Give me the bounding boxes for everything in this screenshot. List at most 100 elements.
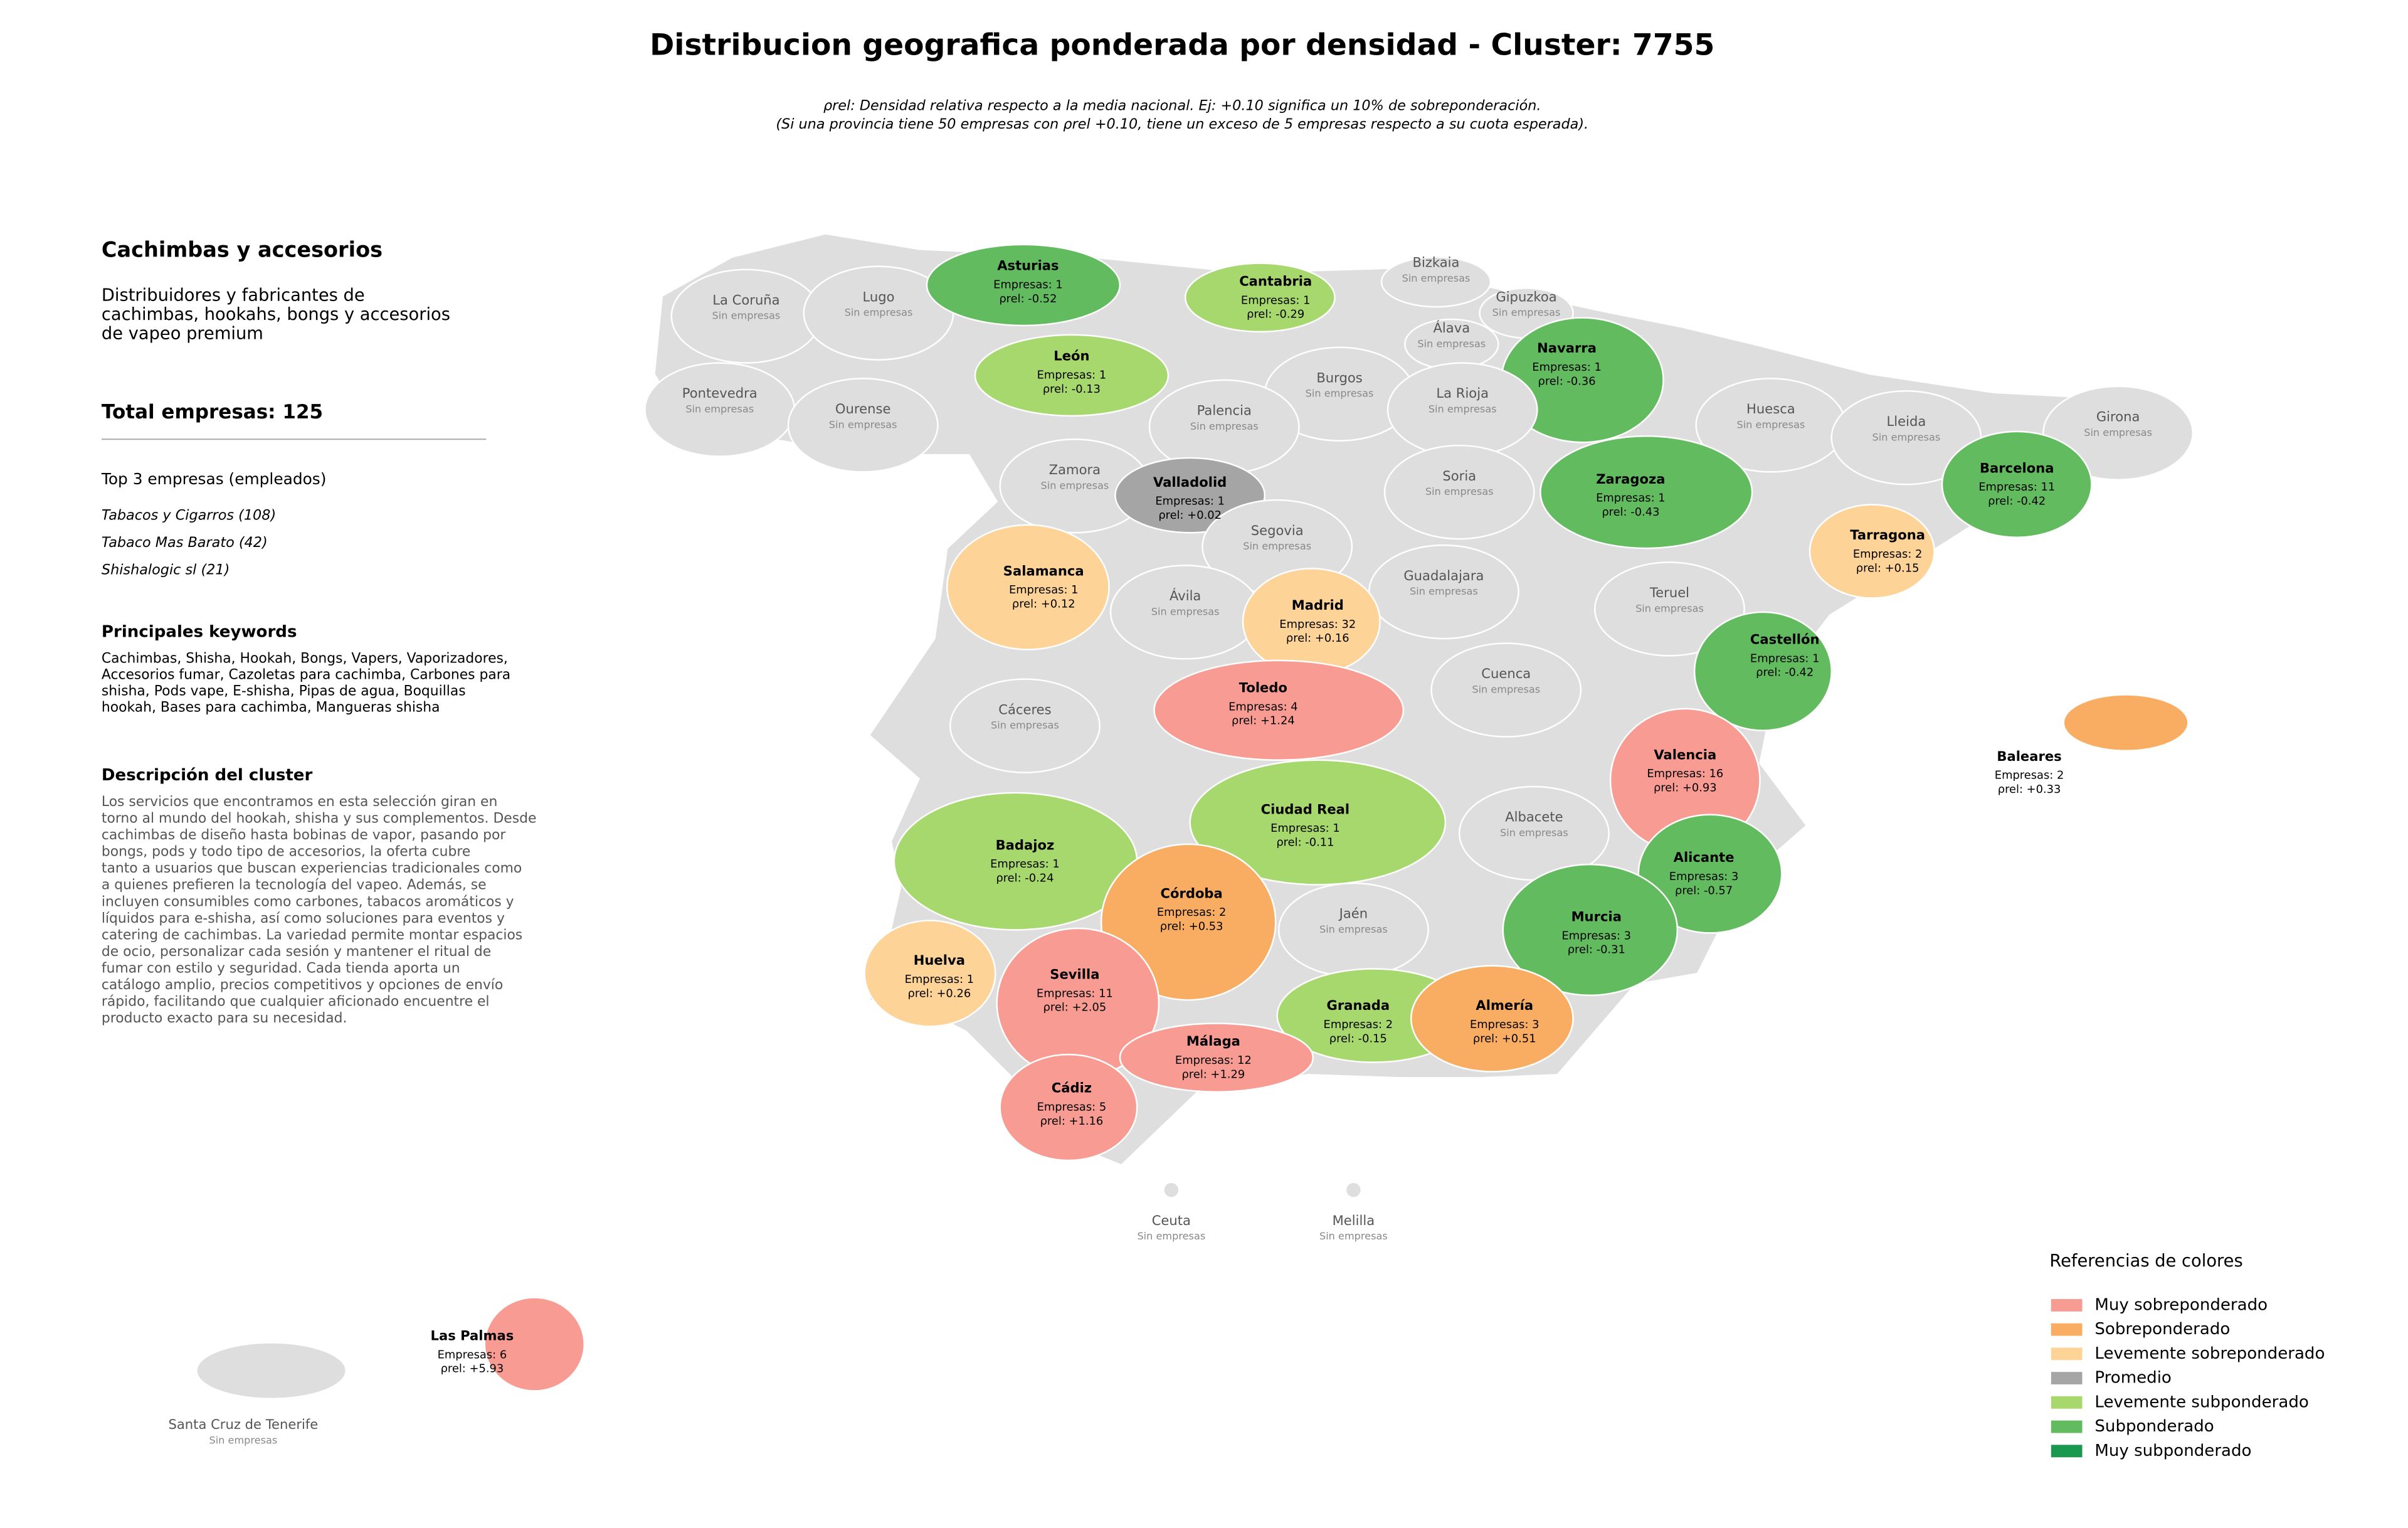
- subtitle: (Si una provincia tiene 50 empresas con …: [776, 116, 1588, 132]
- province-name: Teruel: [1649, 585, 1689, 600]
- province-shape: [1637, 814, 1783, 934]
- province-name: Almería: [1476, 997, 1533, 1013]
- province-name: Cádiz: [1052, 1080, 1092, 1096]
- province-name: La Rioja: [1436, 385, 1489, 401]
- province-name: Murcia: [1571, 909, 1622, 925]
- province-shape: [483, 1297, 585, 1392]
- province-density: ρrel: -0.29: [1247, 308, 1304, 321]
- province-name: Ceuta: [1152, 1212, 1191, 1228]
- province-count: Empresas: 1: [1009, 583, 1079, 597]
- province-name: Cáceres: [998, 701, 1051, 717]
- province-density: ρrel: -0.24: [996, 872, 1054, 885]
- province-count: Empresas: 2: [1157, 906, 1227, 919]
- province-status: Sin empresas: [829, 418, 897, 430]
- legend-swatch: [2051, 1420, 2083, 1433]
- province-shape: [1502, 863, 1679, 996]
- province-shape: [1184, 262, 1336, 333]
- province-name: Huelva: [914, 952, 965, 968]
- province-count: Empresas: 1: [1241, 294, 1311, 307]
- province-status: Sin empresas: [991, 719, 1059, 731]
- province-name: Badajoz: [996, 837, 1055, 852]
- cluster-description: incluyen consumibles como carbones, taba…: [102, 894, 514, 910]
- province-count: Empresas: 1: [1532, 361, 1602, 374]
- province-density: ρrel: +0.02: [1158, 509, 1222, 522]
- province-density: ρrel: +0.16: [1286, 632, 1349, 645]
- cluster-description: cachimbas de diseño hasta bobinas de vap…: [102, 827, 505, 843]
- province-shape: [946, 524, 1110, 650]
- province-count: Empresas: 2: [1853, 548, 1923, 561]
- province-shape: [1119, 1022, 1314, 1093]
- province-count: Empresas: 1: [993, 278, 1063, 291]
- keywords-heading: Principales keywords: [102, 623, 297, 642]
- province-status: Sin empresas: [685, 403, 754, 415]
- province-name: Córdoba: [1160, 885, 1222, 901]
- province-name: Ciudad Real: [1261, 801, 1350, 817]
- province-name: Burgos: [1316, 369, 1362, 385]
- cluster-description: líquidos para e-shisha, así como solucio…: [102, 911, 505, 926]
- province-status: Sin empresas: [1243, 540, 1311, 552]
- province-density: ρrel: -0.52: [999, 292, 1057, 305]
- sidebar-heading: Cachimbas y accesorios: [102, 237, 383, 262]
- province-count: Empresas: 3: [1561, 929, 1631, 942]
- legend-swatch: [2051, 1298, 2083, 1312]
- province-status: Sin empresas: [845, 307, 913, 319]
- province-shape: [2062, 694, 2189, 752]
- province-name: Gipuzkoa: [1496, 289, 1556, 304]
- province-count: Empresas: 1: [1596, 492, 1666, 505]
- province-status: Sin empresas: [1151, 605, 1220, 617]
- province-density: ρrel: -0.13: [1043, 383, 1101, 396]
- province-density: ρrel: -0.31: [1568, 943, 1625, 957]
- cluster-heading: Descripción del cluster: [102, 766, 313, 785]
- province-name: Segovia: [1251, 523, 1304, 538]
- province-shape: [1941, 430, 2093, 538]
- province-status: Sin empresas: [1492, 307, 1561, 319]
- province-density: ρrel: +1.24: [1232, 714, 1295, 728]
- cluster-description: a quienes prefieren la tecnología del va…: [102, 878, 487, 893]
- province-name: Albacete: [1505, 809, 1563, 825]
- province-name: Zamora: [1049, 462, 1101, 477]
- province-name: Valladolid: [1153, 474, 1227, 490]
- province-name: Las Palmas: [431, 1328, 514, 1344]
- province-shape: [1594, 561, 1745, 657]
- province-name: Cantabria: [1239, 273, 1312, 289]
- province-name: Álava: [1434, 320, 1471, 336]
- province-count: Empresas: 6: [438, 1348, 507, 1361]
- province-count: Empresas: 1: [990, 857, 1060, 871]
- province-status: Sin empresas: [1190, 420, 1259, 432]
- province-name: Soria: [1442, 468, 1476, 484]
- province-density: ρrel: +1.16: [1040, 1115, 1104, 1128]
- province-count: Empresas: 1: [905, 973, 974, 986]
- cluster-description: de ocio, personalizar cada sesión y mant…: [102, 944, 491, 960]
- province-density: ρrel: +0.33: [1998, 783, 2061, 796]
- province-status: Sin empresas: [1417, 337, 1486, 349]
- province-shape: [974, 334, 1170, 417]
- province-shape: [1189, 759, 1447, 886]
- legend-title: Referencias de colores: [2049, 1251, 2242, 1271]
- keywords: Accesorios fumar, Cazoletas para cachimb…: [102, 667, 510, 682]
- province-name: Santa Cruz de Tenerife: [168, 1416, 318, 1432]
- province-count: Empresas: 11: [1978, 480, 2055, 494]
- province-status: Sin empresas: [1402, 272, 1471, 284]
- province-count: Empresas: 1: [1155, 495, 1225, 508]
- province-shape: [1693, 611, 1832, 731]
- province-name: Palencia: [1197, 403, 1252, 418]
- sidebar: Cachimbas y accesorios Distribuidores y f…: [101, 237, 536, 1026]
- province-shape: [787, 378, 939, 473]
- province-count: Empresas: 11: [1037, 987, 1113, 1000]
- province-name: Lleida: [1887, 413, 1926, 429]
- province-name: Sevilla: [1050, 966, 1099, 982]
- province-density: ρrel: +0.26: [908, 987, 971, 1000]
- legend-label: Muy sobreponderado: [2094, 1295, 2268, 1314]
- subtitle: ρrel: Densidad relativa respecto a la me…: [823, 97, 1541, 114]
- cluster-description: rápido, facilitando que cualquier aficio…: [102, 994, 490, 1010]
- province-name: Madrid: [1292, 597, 1344, 613]
- province-status: Sin empresas: [1500, 827, 1568, 839]
- province-density: ρrel: +0.53: [1160, 920, 1223, 933]
- keywords: Cachimbas, Shisha, Hookah, Bongs, Vapers…: [102, 650, 508, 666]
- province-shape: [1380, 256, 1492, 308]
- province-density: ρrel: +0.93: [1654, 781, 1717, 794]
- province-count: Empresas: 2: [1995, 769, 2064, 782]
- province-shape: [949, 678, 1101, 773]
- province-shape: [926, 243, 1121, 327]
